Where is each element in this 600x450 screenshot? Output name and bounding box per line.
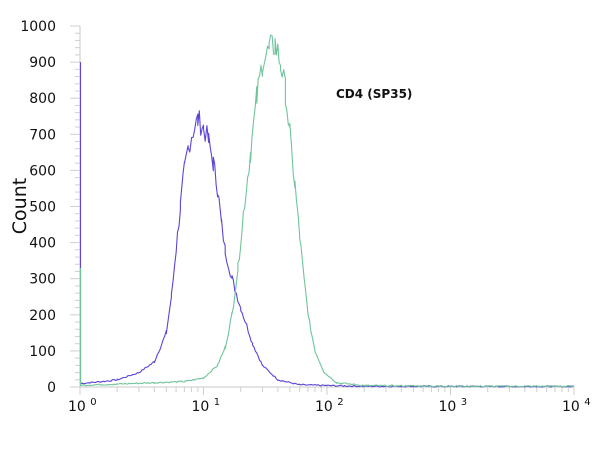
y-tick-label: 700: [29, 127, 56, 143]
y-tick-label: 500: [29, 200, 56, 216]
x-tick-label: 10 2: [315, 397, 344, 415]
x-tick-label: 10 3: [439, 397, 468, 415]
y-tick-label: 300: [29, 272, 56, 288]
marker-annotation: CD4 (SP35): [336, 87, 412, 101]
y-tick-label: 400: [29, 236, 56, 252]
cd4-histogram-line: [79, 34, 575, 388]
x-tick-label: 10 4: [562, 397, 591, 415]
x-axis: 10 0 10 1 10 2 10 3 10 4: [68, 386, 591, 415]
x-tick-label: 10 0: [68, 397, 97, 415]
y-tick-label: 600: [29, 163, 56, 179]
y-tick-label: 900: [29, 55, 56, 71]
y-tick-label: 800: [29, 91, 56, 107]
y-tick-label: 0: [47, 380, 56, 396]
x-tick-label: 10 1: [192, 397, 221, 415]
isotype-histogram-line: [79, 62, 575, 388]
y-axis-label: Count: [9, 178, 31, 234]
y-tick-label: 200: [29, 308, 56, 324]
y-axis: 0 100 200 300 400 500 600 700 800 900 1000: [20, 19, 81, 396]
y-tick-label: 100: [29, 344, 56, 360]
series-layer: [79, 34, 575, 388]
y-tick-label: 1000: [20, 19, 56, 35]
